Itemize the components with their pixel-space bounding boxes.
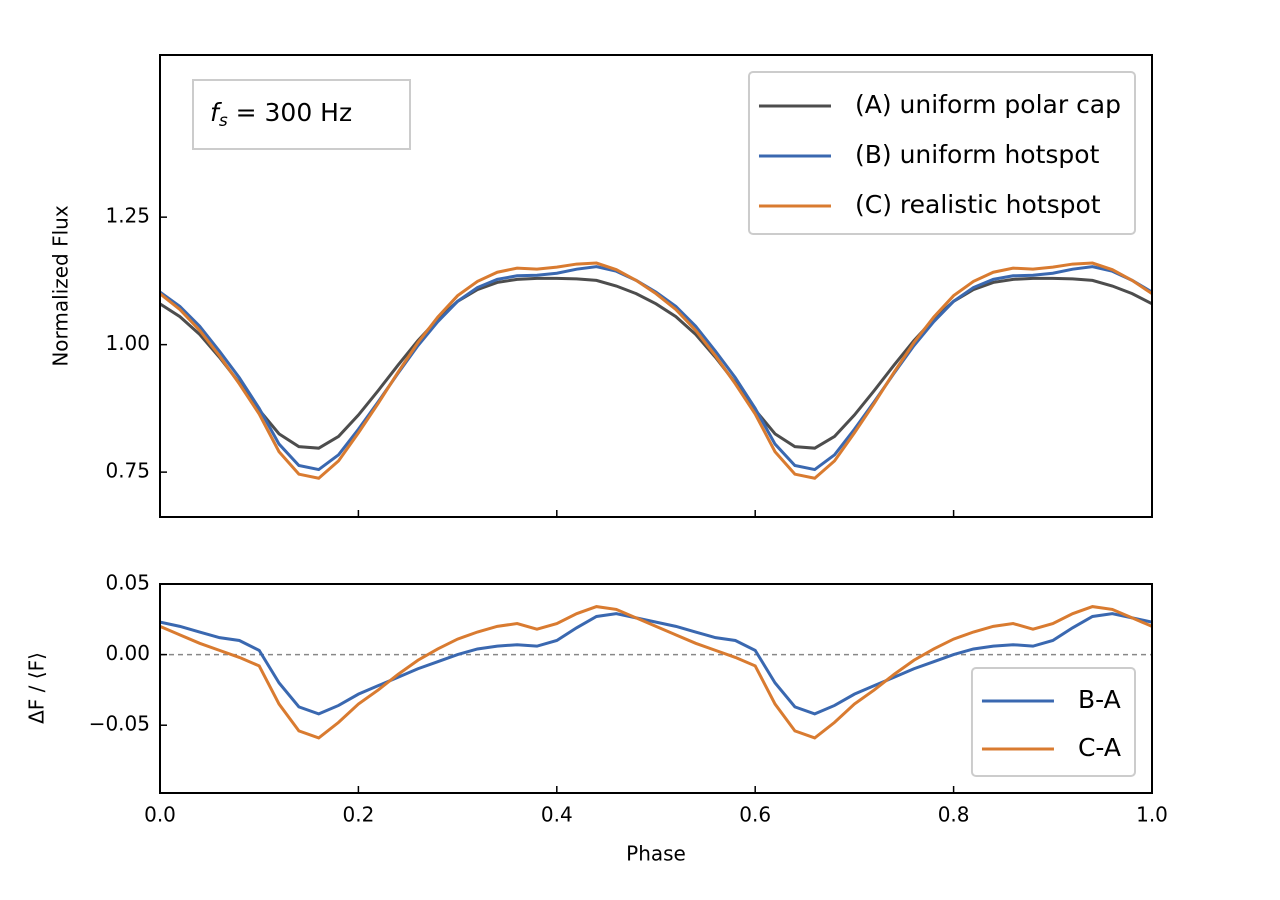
plot-area [160,605,1152,740]
y-tick-label: 1.25 [105,204,150,228]
x-tick-label: 0.2 [342,803,374,827]
annotation: fs = 300 Hz [210,98,352,131]
series-line [160,605,1152,740]
annotation-box [192,79,411,150]
axes-frame [159,54,1153,518]
y-tick-label: 0.00 [105,641,150,665]
x-tick-label: 0.0 [144,803,176,827]
y-tick-label: 0.05 [105,571,150,595]
legend-label: B-A [1078,685,1121,714]
series-line [160,265,1152,472]
y-tick-label: 0.75 [105,459,150,483]
y-tick-label: −0.05 [89,712,150,736]
legend-label: C-A [1078,733,1121,762]
legend-label: (A) uniform polar cap [855,90,1121,119]
y-axis-label: ΔF / ⟨F⟩ [25,652,49,724]
y-tick-label: 1.00 [105,331,150,355]
annotation-text: = 300 Hz [228,98,352,127]
x-tick-label: 0.8 [938,803,970,827]
series-line [160,276,1152,450]
annotation-subscript: s [219,111,228,131]
x-tick-label: 0.6 [739,803,771,827]
x-tick-label: 1.0 [1136,803,1168,827]
plot-area [160,261,1152,480]
x-tick-label: 0.4 [541,803,573,827]
y-axis-label: Normalized Flux [49,205,73,367]
series-line [160,261,1152,480]
axes-frame [159,583,1153,794]
legend-label: (C) realistic hotspot [855,190,1101,219]
legend-box [747,71,1136,235]
x-axis-label: Phase [626,842,686,866]
series-line [160,612,1152,716]
legend-label: (B) uniform hotspot [855,140,1100,169]
